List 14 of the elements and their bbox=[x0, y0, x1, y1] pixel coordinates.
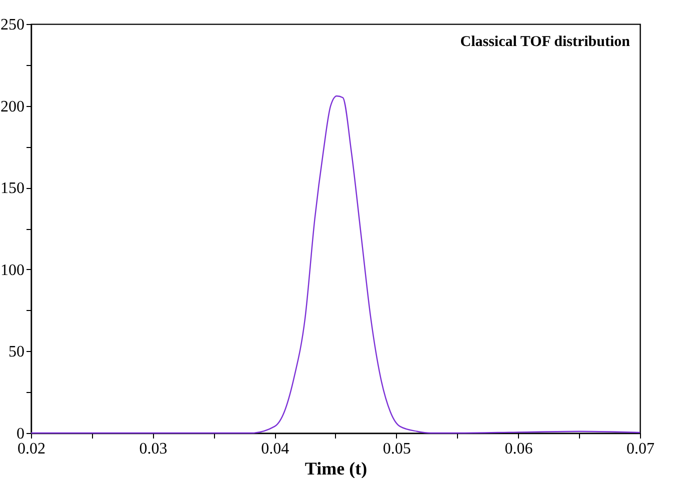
text: Classical TOF distribution bbox=[460, 34, 631, 50]
x-tick-label: 0.02 bbox=[18, 440, 46, 458]
y-tick-label: 50 bbox=[8, 344, 24, 361]
x-tick-label: 0.03 bbox=[139, 440, 168, 458]
y-tick-label: 0 bbox=[16, 426, 24, 442]
y-tick-label: 150 bbox=[0, 180, 24, 198]
x-tick-label: 0.04 bbox=[261, 440, 290, 458]
y-tick-label: 250 bbox=[0, 16, 24, 34]
x-tick-label: 0.05 bbox=[382, 440, 411, 458]
x-tick-label: 0.07 bbox=[626, 440, 654, 458]
y-tick-label: 100 bbox=[0, 262, 24, 279]
x-axis-title: Time (t) bbox=[304, 458, 368, 478]
x-tick-label: 0.06 bbox=[504, 440, 533, 458]
y-tick-label: 200 bbox=[0, 98, 24, 116]
